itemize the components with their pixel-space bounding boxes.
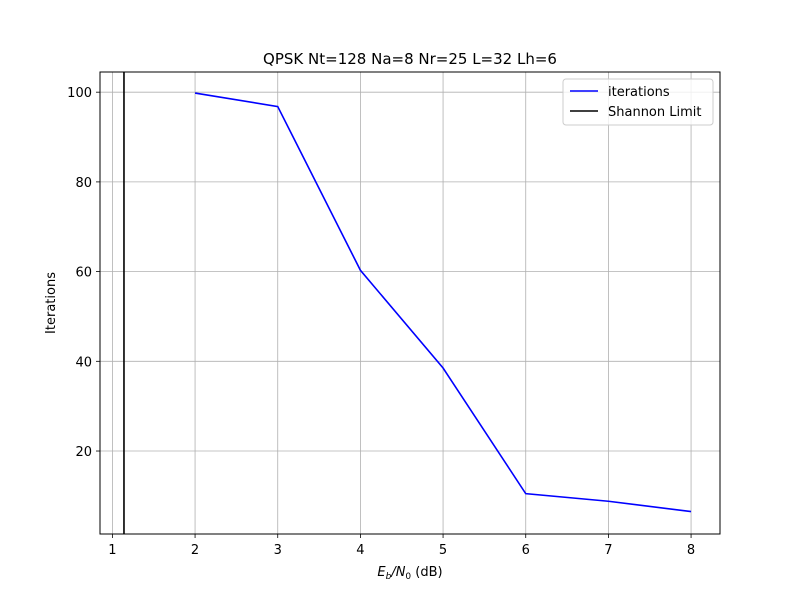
y-tick-label: 80 [75, 176, 92, 191]
x-axis-label: Eb/N0 (dB) [377, 565, 442, 582]
y-axis: 20 40 60 80 100 [67, 86, 100, 460]
gridlines [100, 72, 720, 534]
x-tick-label: 4 [356, 543, 364, 558]
y-axis-label: Iterations [44, 272, 59, 334]
chart-title: QPSK Nt=128 Na=8 Nr=25 L=32 Lh=6 [263, 50, 557, 68]
plot-area-frame [99, 71, 721, 535]
legend-label-shannon-limit: Shannon Limit [608, 105, 702, 120]
plot-lines [123, 72, 692, 534]
series-line-iterations [194, 92, 692, 513]
legend: iterations Shannon Limit [562, 78, 714, 126]
x-tick-label: 7 [604, 543, 612, 558]
x-tick-label: 3 [274, 543, 282, 558]
x-tick-label: 2 [191, 543, 199, 558]
y-tick-label: 100 [67, 86, 92, 101]
x-tick-label: 5 [439, 543, 447, 558]
legend-label-iterations: iterations [608, 85, 670, 100]
legend-box [562, 78, 714, 126]
y-tick-label: 40 [75, 355, 92, 370]
x-tick-label: 6 [522, 543, 530, 558]
x-axis: 1 2 3 4 5 6 7 8 [108, 534, 695, 558]
x-tick-label: 8 [687, 543, 695, 558]
x-tick-label: 1 [108, 543, 116, 558]
y-tick-label: 60 [75, 266, 92, 281]
y-tick-label: 20 [75, 445, 92, 460]
